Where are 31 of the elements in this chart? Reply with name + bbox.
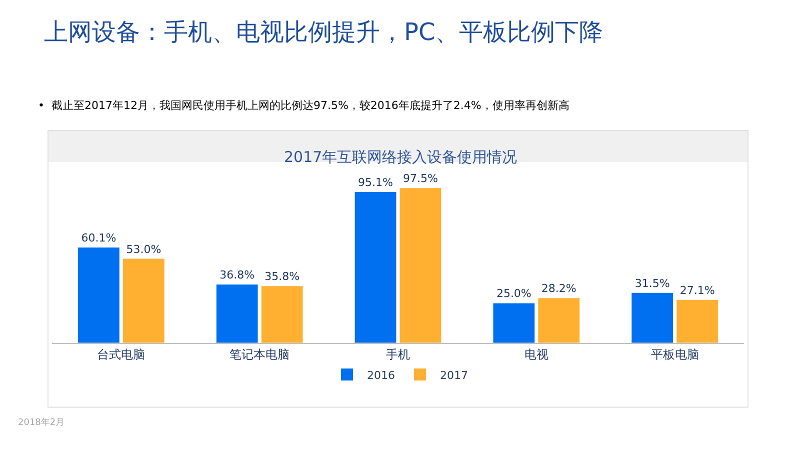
data-label: 95.1% [358, 176, 393, 189]
data-label: 25.0% [496, 287, 532, 300]
data-label: 36.8% [220, 268, 255, 282]
data-label: 53.0% [126, 242, 162, 256]
legend-label: 2017 [440, 368, 468, 382]
bar [78, 248, 120, 343]
chart-subtitle: • 截止至2017年12月，我国网民使用手机上网的比例达97.5%，较2016年底提升了2.4%，使用率再创新高 [38, 99, 570, 112]
bar [261, 286, 303, 343]
chart-title: 上网设备：手机、电视比例提升，PC、平板比例下降 [44, 18, 604, 46]
data-label: 97.5% [403, 172, 438, 186]
x-tick-label: 电视 [524, 347, 548, 362]
bar [400, 188, 442, 343]
bar [632, 292, 673, 343]
legend-label: 2016 [367, 368, 395, 382]
bar [538, 298, 580, 343]
data-label: 35.8% [264, 270, 300, 284]
x-tick-label: 笔记本电脑 [230, 347, 290, 362]
text: 2017年互联网络接入设备使用情况 [284, 148, 518, 166]
bar [123, 258, 164, 343]
data-label: 28.2% [541, 282, 576, 296]
bar [354, 192, 396, 343]
bar [216, 284, 258, 343]
data-label: 31.5% [634, 276, 670, 290]
data-label: 60.1% [81, 232, 116, 245]
bar [493, 303, 535, 343]
data-label: 27.1% [680, 284, 715, 297]
x-tick-label: 台式电脑 [97, 347, 146, 362]
bar [676, 300, 718, 343]
x-tick-label: 手机 [386, 347, 410, 362]
text: 2018年2月 [18, 417, 65, 428]
x-tick-label: 平板电脑 [650, 347, 699, 362]
